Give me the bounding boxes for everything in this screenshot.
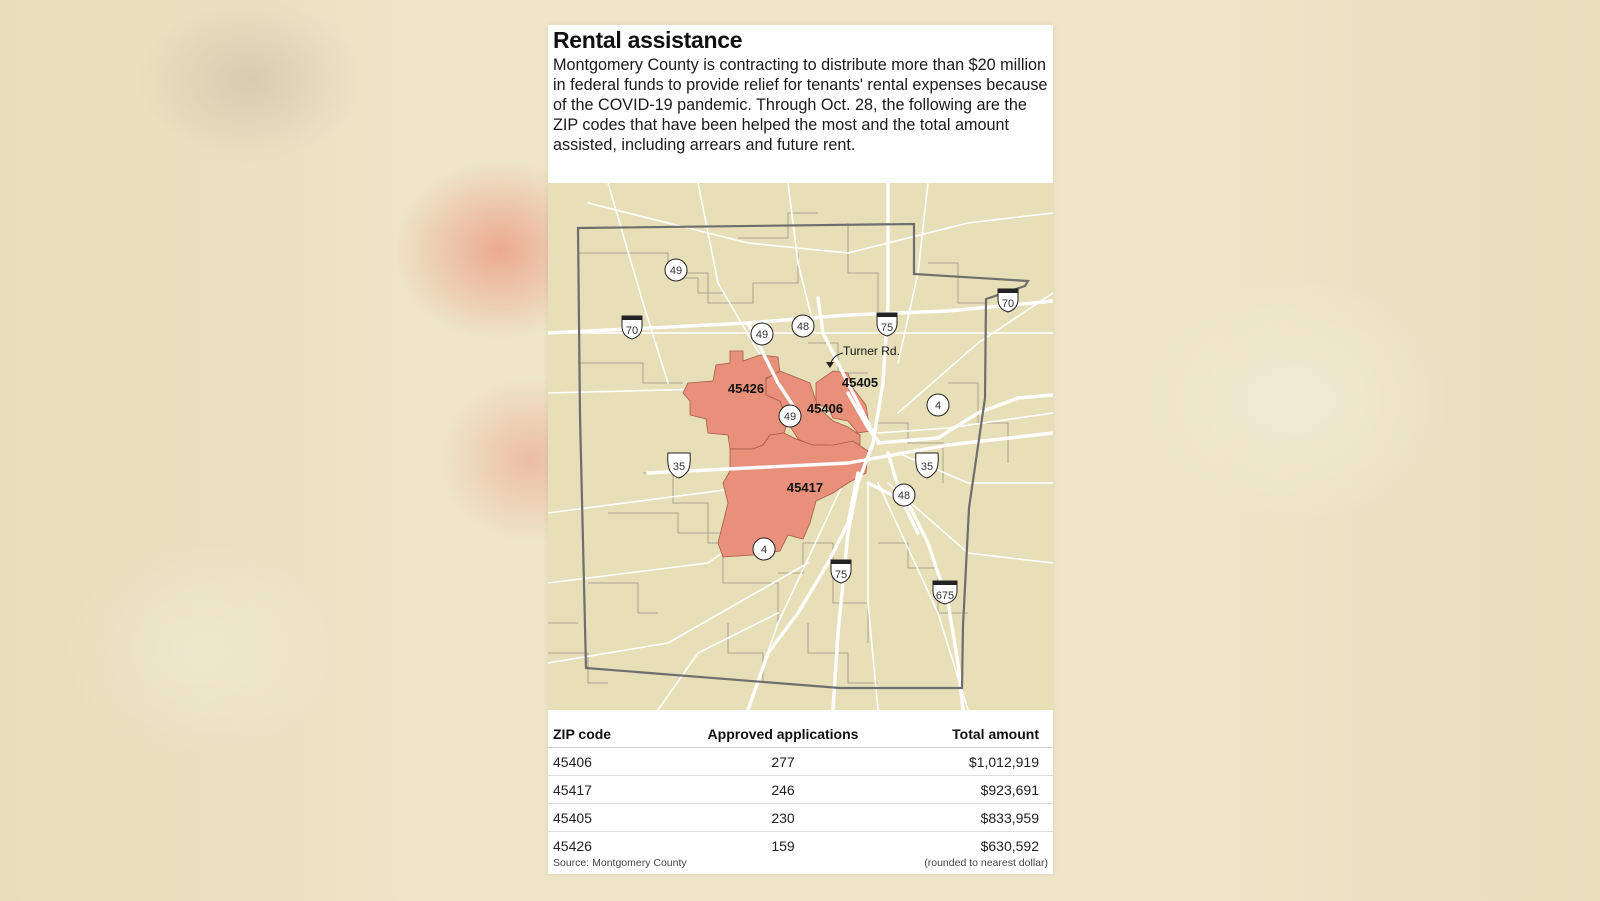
svg-text:675: 675 — [936, 590, 954, 602]
cell-amount: $833,959 — [980, 810, 1039, 826]
svg-text:49: 49 — [670, 265, 682, 277]
zip-label-45426: 45426 — [728, 381, 764, 396]
cell-zip: 45426 — [553, 838, 592, 854]
map-svg: 45426 45405 45406 45417 Turner Rd. 70 70 — [548, 183, 1053, 710]
state-shield-4-east: 4 — [926, 393, 950, 417]
header-approved-applications: Approved applications — [707, 726, 859, 742]
table-row: 45405 230 $833,959 — [548, 804, 1053, 832]
svg-text:35: 35 — [921, 461, 933, 473]
svg-text:70: 70 — [626, 325, 638, 337]
highlighted-zips — [682, 350, 871, 558]
source-credit: Source: Montgomery County — [553, 857, 687, 869]
svg-text:48: 48 — [898, 490, 910, 502]
interstate-shield-75-north: 75 — [876, 312, 898, 337]
cell-applications: 246 — [771, 782, 795, 798]
us-shield-35-east: 35 — [915, 452, 939, 479]
interstate-shield-75-south: 75 — [830, 559, 852, 584]
interstate-shield-70-west: 70 — [621, 315, 643, 340]
turner-rd-label: Turner Rd. — [843, 344, 900, 358]
cell-zip: 45405 — [553, 810, 592, 826]
svg-text:49: 49 — [784, 411, 796, 423]
interstate-shield-675: 675 — [932, 580, 958, 605]
svg-text:75: 75 — [835, 569, 847, 581]
header-zip-code: ZIP code — [553, 726, 612, 742]
svg-text:4: 4 — [761, 544, 767, 556]
cell-amount: $630,592 — [980, 838, 1039, 854]
county-map: 45426 45405 45406 45417 Turner Rd. 70 70 — [548, 183, 1053, 710]
zip-label-45406: 45406 — [807, 401, 843, 416]
footer: Source: Montgomery County (rounded to ne… — [553, 857, 1048, 873]
state-shield-49-south: 49 — [778, 404, 802, 428]
state-shield-48-north: 48 — [791, 314, 815, 338]
county-boundary — [576, 222, 1030, 690]
infographic-card: Rental assistance Montgomery County is c… — [548, 25, 1053, 874]
turner-rd-arrowhead — [826, 362, 834, 368]
infographic-description: Montgomery County is contracting to dist… — [553, 56, 1048, 154]
cell-zip: 45406 — [553, 754, 592, 770]
svg-text:75: 75 — [881, 322, 893, 334]
svg-text:49: 49 — [756, 329, 768, 341]
cell-amount: $1,012,919 — [968, 754, 1039, 770]
interstate-shield-70-east: 70 — [997, 288, 1019, 313]
svg-text:70: 70 — [1002, 298, 1014, 310]
cell-zip: 45417 — [553, 782, 592, 798]
cell-amount: $923,691 — [980, 782, 1039, 798]
rounding-note: (rounded to nearest dollar) — [924, 857, 1048, 869]
table-row: 45406 277 $1,012,919 — [548, 748, 1053, 776]
state-shield-48-south: 48 — [892, 483, 916, 507]
infographic-title: Rental assistance — [553, 27, 743, 53]
state-shield-49-center: 49 — [750, 322, 774, 346]
assistance-table: ZIP code Approved applications Total amo… — [548, 720, 1053, 859]
state-shield-4-south: 4 — [752, 537, 776, 561]
zip-area-45405 — [815, 370, 871, 434]
zip-label-45405: 45405 — [842, 375, 878, 390]
table-header-row: ZIP code Approved applications Total amo… — [548, 720, 1053, 748]
header-total-amount: Total amount — [952, 726, 1039, 742]
zip-label-45417: 45417 — [787, 480, 823, 495]
svg-text:4: 4 — [935, 400, 941, 412]
table-row: 45426 159 $630,592 — [548, 832, 1053, 859]
cell-applications: 159 — [771, 838, 795, 854]
svg-text:35: 35 — [673, 461, 685, 473]
table-row: 45417 246 $923,691 — [548, 776, 1053, 804]
svg-text:48: 48 — [797, 321, 809, 333]
us-shield-35-west: 35 — [667, 452, 691, 479]
cell-applications: 277 — [771, 754, 795, 770]
state-shield-49-north: 49 — [664, 258, 688, 282]
cell-applications: 230 — [771, 810, 795, 826]
